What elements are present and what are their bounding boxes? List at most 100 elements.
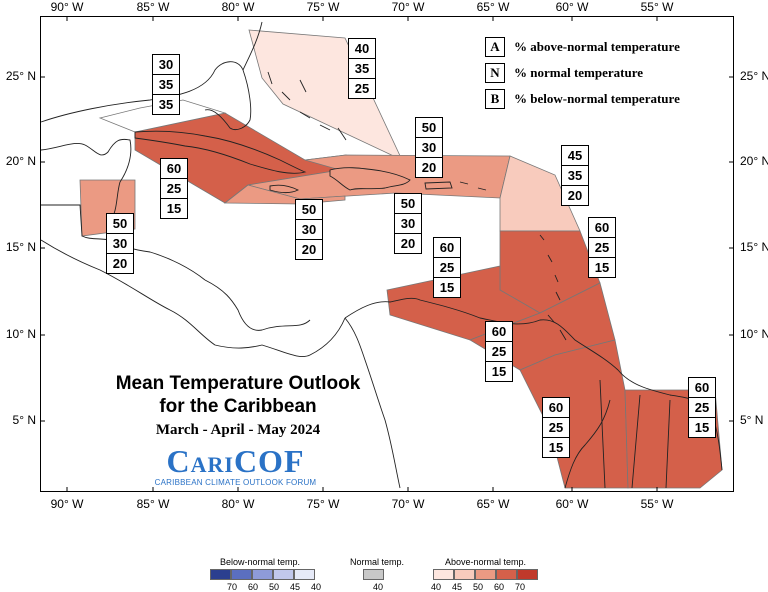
prob-normal: 25 <box>486 342 512 362</box>
legend-swatch <box>210 569 231 580</box>
prob-normal: 25 <box>161 179 187 199</box>
legend-swatch <box>231 569 252 580</box>
lat-label-right: 15° N <box>740 240 768 254</box>
lon-label-bottom: 80° W <box>221 497 255 511</box>
legend-swatch <box>496 569 517 580</box>
prob-box-jamaica-haiti-south: 50 30 20 <box>295 199 323 260</box>
logo-sub-text: CARIBBEAN CLIMATE OUTLOOK FORUM <box>154 478 317 487</box>
lon-label-top: 90° W <box>50 0 84 14</box>
legend-swatch <box>475 569 496 580</box>
lon-label-top: 75° W <box>306 0 340 14</box>
prob-box-northwest: 30 35 35 <box>152 54 180 115</box>
legend-swatch <box>517 569 538 580</box>
prob-box-leeward-north: 45 35 20 <box>561 145 589 206</box>
prob-above: 30 <box>153 55 179 75</box>
prob-below: 35 <box>158 97 174 112</box>
lon-label-bottom: 55° W <box>640 497 674 511</box>
key-text: % below-normal temperature <box>514 91 680 106</box>
prob-below: 25 <box>354 81 370 96</box>
prob-above: 50 <box>296 200 322 220</box>
prob-above: 50 <box>107 214 133 234</box>
legend-swatch <box>454 569 475 580</box>
prob-box-belize: 50 30 20 <box>106 213 134 274</box>
legend-value: 60 <box>248 582 259 592</box>
prob-below: 20 <box>421 160 437 175</box>
map-title-line2: for the Caribbean <box>159 396 317 417</box>
lat-label-right: 10° N <box>740 327 768 341</box>
prob-below: 20 <box>400 236 416 251</box>
prob-box-greater-antilles-east: 50 30 20 <box>415 117 443 178</box>
lat-label-left: 5° N <box>12 413 36 427</box>
prob-normal: 25 <box>434 258 460 278</box>
prob-normal: 35 <box>562 166 588 186</box>
region-bahamas <box>248 29 403 161</box>
prob-box-guyana: 60 25 15 <box>542 397 570 458</box>
prob-below: 20 <box>567 188 583 203</box>
lon-label-top: 70° W <box>391 0 425 14</box>
prob-below: 15 <box>166 201 182 216</box>
lon-label-top: 65° W <box>476 0 510 14</box>
key-row-below: B % below-normal temperature <box>485 88 680 110</box>
lon-label-bottom: 85° W <box>136 497 170 511</box>
legend-swatches <box>433 569 538 580</box>
lon-label-bottom: 70° W <box>391 497 425 511</box>
key-row-normal: N % normal temperature <box>485 62 643 84</box>
legend-value: 40 <box>311 582 322 592</box>
prob-box-hispaniola-south: 50 30 20 <box>394 193 422 254</box>
prob-above: 60 <box>486 322 512 342</box>
lon-label-bottom: 60° W <box>555 497 589 511</box>
prob-below: 20 <box>301 242 317 257</box>
lon-label-top: 55° W <box>640 0 674 14</box>
lon-label-top: 85° W <box>136 0 170 14</box>
prob-normal: 30 <box>416 138 442 158</box>
key-text: % above-normal temperature <box>514 39 680 54</box>
prob-normal: 35 <box>349 59 375 79</box>
lat-label-left: 20° N <box>5 154 36 168</box>
lat-label-left: 15° N <box>5 240 36 254</box>
prob-box-cuba-jamaica-cayman: 60 25 15 <box>160 158 188 219</box>
prob-above: 60 <box>589 218 615 238</box>
lon-label-top: 60° W <box>555 0 589 14</box>
legend-swatch <box>252 569 273 580</box>
legend-value: 70 <box>515 582 526 592</box>
lon-label-top: 80° W <box>221 0 255 14</box>
legend-title: Above-normal temp. <box>445 557 527 567</box>
prob-box-bahamas: 40 35 25 <box>348 38 376 99</box>
prob-above: 60 <box>434 238 460 258</box>
lon-label-bottom: 90° W <box>50 497 84 511</box>
legend-swatch <box>273 569 294 580</box>
key-letter: B <box>485 89 505 109</box>
title-block: Mean Temperature Outlook for the Caribbe… <box>70 372 406 440</box>
prob-above: 60 <box>689 378 715 398</box>
map-title-line1: Mean Temperature Outlook <box>115 373 361 394</box>
legend-value: 45 <box>290 582 301 592</box>
legend-value: 60 <box>494 582 505 592</box>
prob-below: 15 <box>548 440 564 455</box>
legend-swatch <box>294 569 315 580</box>
lat-label-right: 25° N <box>740 69 768 83</box>
legend-swatch <box>433 569 454 580</box>
legend-value: 50 <box>269 582 280 592</box>
prob-box-lesser-antilles: 60 25 15 <box>588 217 616 278</box>
legend-title: Below-normal temp. <box>220 557 301 567</box>
lon-label-bottom: 75° W <box>306 497 340 511</box>
prob-below: 20 <box>112 256 128 271</box>
region-northwest <box>98 99 227 133</box>
coastlines <box>40 21 723 489</box>
prob-above: 60 <box>161 159 187 179</box>
axis-ticks <box>40 16 734 492</box>
prob-above: 50 <box>395 194 421 214</box>
prob-above: 45 <box>562 146 588 166</box>
prob-normal: 35 <box>153 75 179 95</box>
prob-below: 15 <box>594 260 610 275</box>
prob-above: 50 <box>416 118 442 138</box>
lon-label-bottom: 65° W <box>476 497 510 511</box>
legend-title: Normal temp. <box>350 557 405 567</box>
prob-normal: 30 <box>395 214 421 234</box>
key-letter: A <box>485 37 505 57</box>
prob-box-trinidad: 60 25 15 <box>485 321 513 382</box>
legend-value: 50 <box>473 582 484 592</box>
legend-swatches <box>210 569 315 580</box>
legend-swatches <box>363 569 384 580</box>
logo-main-text: CariCOF <box>166 443 305 479</box>
